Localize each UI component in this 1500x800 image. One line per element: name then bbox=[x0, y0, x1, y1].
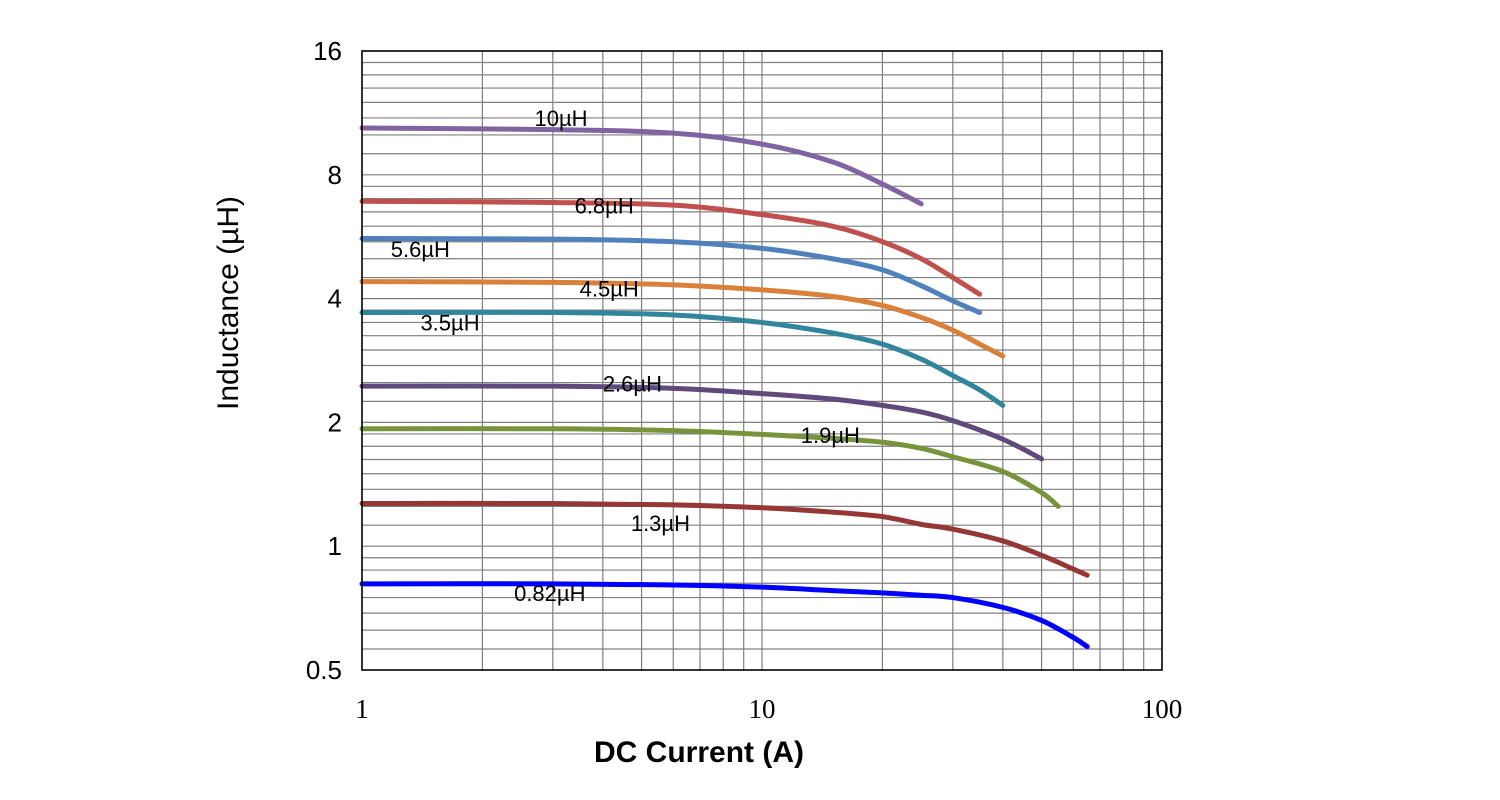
series-label-8: 0.82µH bbox=[514, 581, 585, 606]
y-tick-label: 0.5 bbox=[306, 655, 342, 685]
x-tick-label: 1 bbox=[355, 694, 369, 724]
y-tick-label: 1 bbox=[328, 531, 342, 561]
series-line-8 bbox=[359, 581, 1090, 650]
series-labels: 10µH 6.8µH 5.6µH 4.5µH 3.5µH 2.6µH 1.9µH 1.3µH 0… bbox=[391, 106, 860, 606]
y-tick-label: 2 bbox=[328, 407, 342, 437]
series-line-3 bbox=[359, 279, 1006, 359]
series-label-5: 2.6µH bbox=[603, 371, 662, 396]
series-line-1 bbox=[359, 198, 983, 297]
y-tick-label: 8 bbox=[328, 160, 342, 190]
series-line-0 bbox=[359, 125, 924, 207]
y-tick-label: 4 bbox=[328, 284, 342, 314]
series-label-6: 1.9µH bbox=[801, 423, 860, 448]
series-label-7: 1.3µH bbox=[631, 511, 690, 536]
series-line-5 bbox=[359, 383, 1045, 462]
tick-labels: 0.5 1 2 4 8 16 1 10 100 bbox=[306, 36, 1182, 724]
series-line-2 bbox=[359, 236, 983, 316]
series-label-4: 3.5µH bbox=[420, 310, 479, 335]
y-tick-label: 16 bbox=[313, 36, 342, 66]
plot-frame bbox=[361, 50, 1163, 671]
series-label-0: 10µH bbox=[535, 106, 588, 131]
series-line-6 bbox=[359, 426, 1061, 509]
x-tick-label: 100 bbox=[1142, 694, 1183, 724]
series-line-4 bbox=[359, 309, 1006, 408]
series-line-7 bbox=[359, 500, 1090, 578]
x-tick-label: 10 bbox=[749, 694, 776, 724]
series-lines bbox=[359, 125, 1090, 650]
series-label-3: 4.5µH bbox=[580, 276, 639, 301]
series-label-1: 6.8µH bbox=[575, 193, 634, 218]
x-axis-title: DC Current (A) bbox=[594, 736, 804, 769]
y-axis-title: Inductance (µH) bbox=[212, 196, 245, 410]
series-label-2: 5.6µH bbox=[391, 237, 450, 262]
